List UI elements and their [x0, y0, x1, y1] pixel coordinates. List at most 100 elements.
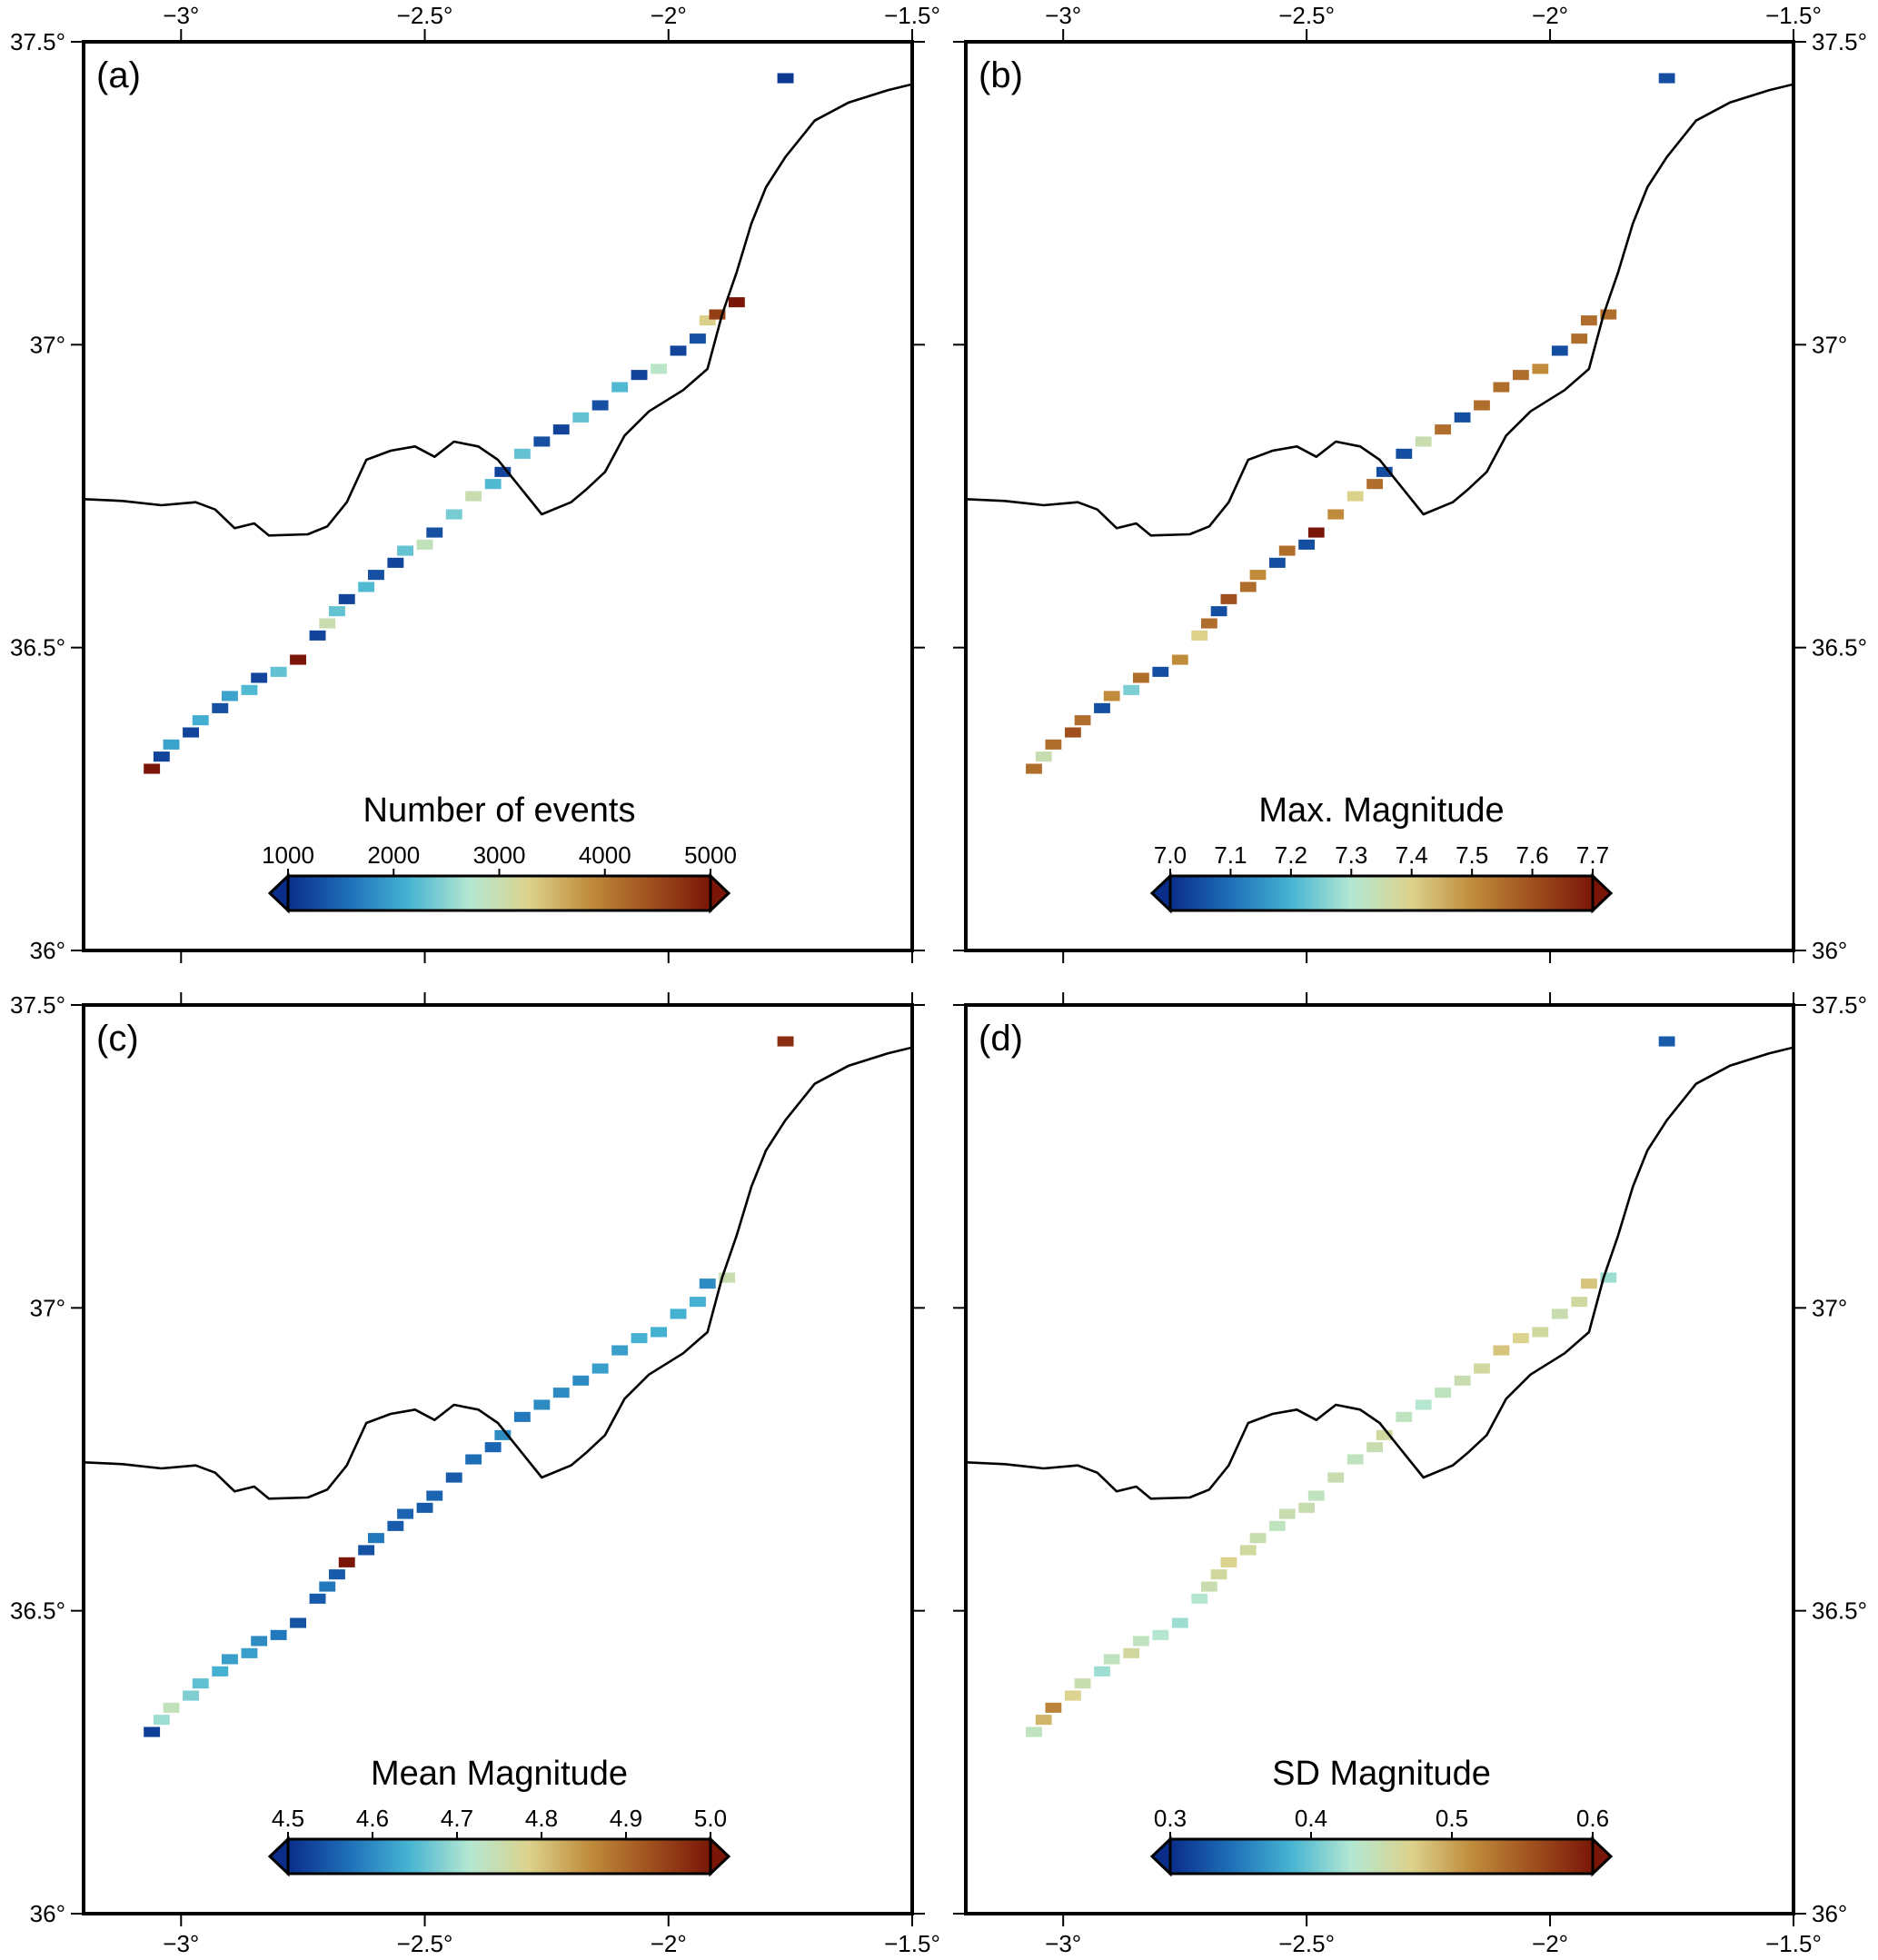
grid-cell [270, 666, 287, 677]
colorbar-gradient [286, 1837, 712, 1875]
colorbar-tick-label: 4.9 [610, 1805, 642, 1832]
grid-cell [183, 1690, 199, 1701]
axis-ticks [953, 29, 1806, 963]
colorbar-tick-label: 0.4 [1295, 1805, 1327, 1832]
map-frame [964, 40, 1795, 952]
colorbar-min-triangle [267, 1836, 290, 1877]
grid-cell [1346, 491, 1364, 502]
grid-cell [631, 370, 648, 381]
grid-cell [1191, 630, 1208, 641]
grid-cell [1133, 1636, 1149, 1647]
grid-cell [690, 333, 706, 344]
grid-cell [1513, 1333, 1529, 1344]
grid-cell [1269, 1520, 1286, 1531]
grid-cell [397, 1508, 413, 1519]
colorbar-tick-label: 3000 [473, 841, 526, 869]
colorbar-tick-label: 7.0 [1154, 841, 1187, 869]
grid-cell [251, 1636, 268, 1647]
grid-cell [719, 1272, 736, 1283]
lat-tick-label: 37.5° [1812, 991, 1867, 1019]
grid-cell [358, 582, 375, 592]
colorbar-tick-label: 4.5 [272, 1805, 304, 1832]
grid-cell [1123, 1647, 1140, 1658]
colorbar-gradient [1168, 1837, 1595, 1875]
grid-cell [329, 606, 345, 617]
grid-cell [1278, 545, 1296, 556]
grid-cell [1239, 582, 1257, 592]
map-panel-b: −3° −2.5° −2° −1.5° 36° 36.5° 37° 37.5° (b) Max. … [953, 2, 1867, 964]
lat-tick-label: 37° [30, 1294, 65, 1321]
grid-cell [728, 297, 745, 308]
lat-tick-label: 37.5° [1812, 28, 1867, 55]
grid-cell [1327, 1472, 1345, 1483]
grid-cell [1239, 1545, 1257, 1556]
colorbar-tick-label: 2000 [367, 841, 420, 869]
grid-cell [1045, 739, 1062, 750]
grid-cell [651, 1327, 667, 1338]
grid-cell [1210, 1569, 1227, 1580]
grid-cell [651, 363, 667, 374]
colorbar-max-triangle [1591, 1836, 1614, 1877]
map-frame [82, 40, 914, 952]
lat-tick-label: 36° [30, 937, 65, 964]
grid-cell [572, 412, 590, 423]
colorbar-tick-label: 7.1 [1214, 841, 1247, 869]
coastline [966, 83, 1794, 537]
grid-cell [1551, 1308, 1568, 1319]
lon-tick-label: −3° [1045, 2, 1081, 29]
grid-cell [552, 1388, 570, 1398]
grid-cell [494, 466, 512, 477]
map-panel-a: −3° −2.5° −2° −1.5° 36° 36.5° 37° 37.5° (a) Numbe… [10, 2, 940, 964]
grid-cell [1376, 466, 1393, 477]
grid-cell [309, 630, 326, 641]
grid-cell [1415, 436, 1432, 447]
colorbar-tick-label: 4000 [579, 841, 631, 869]
colorbar: Max. Magnitude 7.0 7.1 7.2 7.3 7.4 7.5 7.6 7.7 [1149, 791, 1614, 914]
grid-cell [1152, 666, 1169, 677]
grid-cell [1532, 363, 1549, 374]
colorbar-tick-label: 7.5 [1456, 841, 1488, 869]
lat-tick-label: 37° [1812, 1294, 1847, 1321]
colorbar: SD Magnitude 0.3 0.4 0.5 0.6 [1149, 1755, 1614, 1877]
colorbar-max-triangle [1591, 872, 1614, 914]
grid-cells [1026, 73, 1675, 774]
grid-cell [1435, 424, 1451, 435]
lon-tick-label: −2.5° [397, 1930, 453, 1955]
colorbar-tick-label: 7.7 [1576, 841, 1609, 869]
grid-cell [513, 1411, 531, 1422]
lon-tick-label: −1.5° [1765, 1930, 1822, 1955]
grid-cell [1366, 1442, 1383, 1453]
grid-cell [387, 557, 404, 568]
grid-cell [1065, 727, 1081, 738]
grid-cell [591, 400, 609, 411]
grid-cell [690, 1297, 706, 1308]
grid-cell [163, 739, 180, 750]
grid-cell [445, 509, 462, 520]
grid-cell [1415, 1399, 1432, 1410]
lon-tick-label: −1.5° [884, 1930, 940, 1955]
grid-cell [319, 618, 336, 629]
lon-tick-label: −2° [651, 1930, 687, 1955]
lat-tick-label: 37° [30, 331, 65, 358]
colorbar-gradient [286, 874, 712, 912]
panel-label: (d) [979, 1019, 1023, 1059]
grid-cell [192, 715, 209, 726]
lat-tick-label: 36° [30, 1900, 65, 1927]
colorbar-max-triangle [709, 1836, 731, 1877]
grid-cells [1026, 1036, 1675, 1737]
lon-tick-label: −3° [163, 1930, 199, 1955]
colorbar: Number of events 1000 2000 3000 4000 5000 [262, 791, 737, 914]
grid-cell [1571, 1297, 1588, 1308]
lon-tick-label: −2.5° [1278, 2, 1335, 29]
grid-cell [1065, 1690, 1081, 1701]
grid-cells [144, 73, 794, 774]
colorbar-gradient [1168, 874, 1595, 912]
grid-cell [1035, 1715, 1052, 1726]
grid-cell [319, 1581, 336, 1592]
panel-label: (b) [979, 55, 1023, 95]
grid-cell [1074, 1678, 1091, 1689]
grid-cells [144, 1036, 794, 1737]
grid-cell [1220, 593, 1237, 604]
lon-tick-label: −3° [163, 2, 199, 29]
grid-cell [1493, 382, 1510, 393]
